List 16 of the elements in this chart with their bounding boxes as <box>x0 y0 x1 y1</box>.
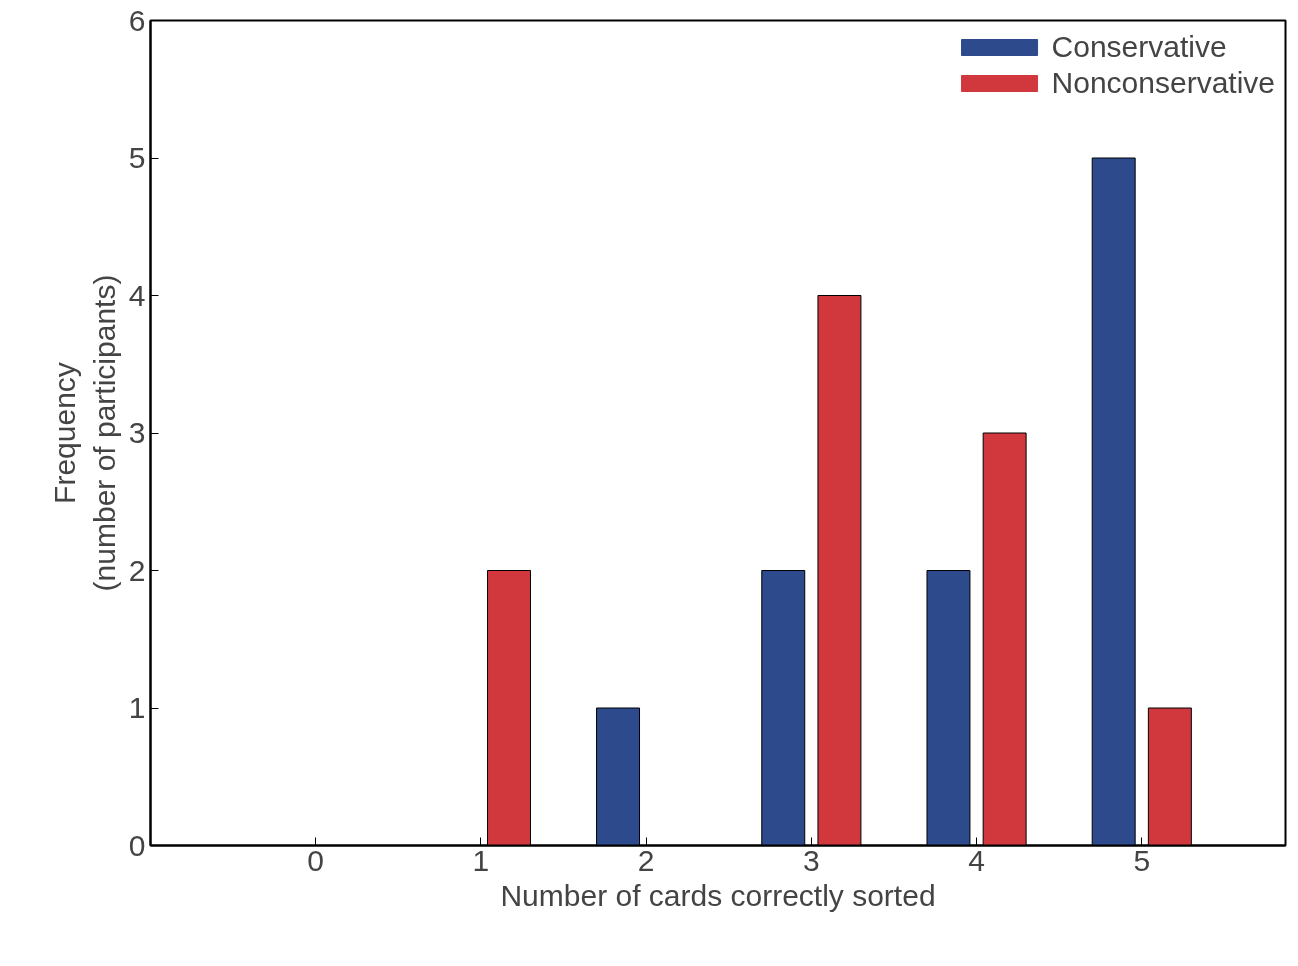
y-tick-label: 2 <box>128 553 146 587</box>
legend-label: Nonconservative <box>1051 66 1275 100</box>
x-axis-title: Number of cards correctly sorted <box>500 878 936 912</box>
y-tick-label: 6 <box>128 3 146 37</box>
y-tick-label: 5 <box>128 141 146 174</box>
y-axis-title: Frequency (number of participants) <box>48 274 121 592</box>
x-tick-label: 1 <box>472 843 490 877</box>
x-tick-label: 2 <box>637 843 655 877</box>
x-tick-label: 3 <box>803 843 820 877</box>
y-tick-label: 3 <box>128 416 146 449</box>
x-tick-label: 5 <box>1133 843 1151 877</box>
legend-label: Conservative <box>1051 30 1227 64</box>
y-tick-label: 1 <box>128 691 146 724</box>
x-tick-label: 4 <box>968 843 985 877</box>
y-tick-label: 4 <box>128 278 146 312</box>
x-tick-label: 0 <box>307 843 325 877</box>
